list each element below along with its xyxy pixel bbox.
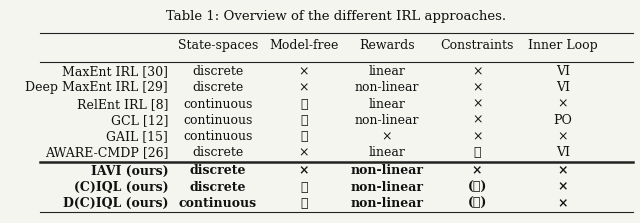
Text: ×: × <box>299 165 309 178</box>
Text: ×: × <box>299 65 309 78</box>
Text: GAIL [15]: GAIL [15] <box>106 130 168 143</box>
Text: State-spaces: State-spaces <box>178 39 258 52</box>
Text: VI: VI <box>556 146 570 159</box>
Text: ×: × <box>472 130 483 143</box>
Text: ✓: ✓ <box>300 197 308 210</box>
Text: discrete: discrete <box>189 181 246 194</box>
Text: ×: × <box>557 165 568 178</box>
Text: ✓: ✓ <box>300 181 308 194</box>
Text: Deep MaxEnt IRL [29]: Deep MaxEnt IRL [29] <box>26 81 168 94</box>
Text: ×: × <box>472 65 483 78</box>
Text: ×: × <box>472 81 483 94</box>
Text: ×: × <box>381 130 392 143</box>
Text: (✓): (✓) <box>467 181 487 194</box>
Text: IAVI (ours): IAVI (ours) <box>90 165 168 178</box>
Text: Constraints: Constraints <box>440 39 514 52</box>
Text: continuous: continuous <box>183 130 253 143</box>
Text: non-linear: non-linear <box>350 165 423 178</box>
Text: non-linear: non-linear <box>355 114 419 127</box>
Text: non-linear: non-linear <box>350 197 423 210</box>
Text: ×: × <box>557 197 568 210</box>
Text: continuous: continuous <box>183 98 253 111</box>
Text: MaxEnt IRL [30]: MaxEnt IRL [30] <box>62 65 168 78</box>
Text: discrete: discrete <box>193 146 244 159</box>
Text: ×: × <box>472 114 483 127</box>
Text: linear: linear <box>369 146 405 159</box>
Text: AWARE-CMDP [26]: AWARE-CMDP [26] <box>45 146 168 159</box>
Text: Table 1: Overview of the different IRL approaches.: Table 1: Overview of the different IRL a… <box>166 10 506 23</box>
Text: ×: × <box>299 146 309 159</box>
Text: PO: PO <box>554 114 572 127</box>
Text: ×: × <box>557 181 568 194</box>
Text: Rewards: Rewards <box>359 39 415 52</box>
Text: GCL [12]: GCL [12] <box>111 114 168 127</box>
Text: ×: × <box>299 81 309 94</box>
Text: discrete: discrete <box>189 165 246 178</box>
Text: (C)IQL (ours): (C)IQL (ours) <box>74 181 168 194</box>
Text: VI: VI <box>556 81 570 94</box>
Text: (✓): (✓) <box>467 197 487 210</box>
Text: ✓: ✓ <box>300 130 308 143</box>
Text: RelEnt IRL [8]: RelEnt IRL [8] <box>77 98 168 111</box>
Text: D(C)IQL (ours): D(C)IQL (ours) <box>63 197 168 210</box>
Text: ×: × <box>472 165 483 178</box>
Text: discrete: discrete <box>193 65 244 78</box>
Text: ×: × <box>472 98 483 111</box>
Text: non-linear: non-linear <box>355 81 419 94</box>
Text: continuous: continuous <box>183 114 253 127</box>
Text: Inner Loop: Inner Loop <box>528 39 598 52</box>
Text: ✓: ✓ <box>300 98 308 111</box>
Text: ✓: ✓ <box>474 146 481 159</box>
Text: VI: VI <box>556 65 570 78</box>
Text: ×: × <box>557 98 568 111</box>
Text: discrete: discrete <box>193 81 244 94</box>
Text: non-linear: non-linear <box>350 181 423 194</box>
Text: continuous: continuous <box>179 197 257 210</box>
Text: ✓: ✓ <box>300 114 308 127</box>
Text: Model-free: Model-free <box>269 39 339 52</box>
Text: linear: linear <box>369 98 405 111</box>
Text: ×: × <box>557 130 568 143</box>
Text: linear: linear <box>369 65 405 78</box>
